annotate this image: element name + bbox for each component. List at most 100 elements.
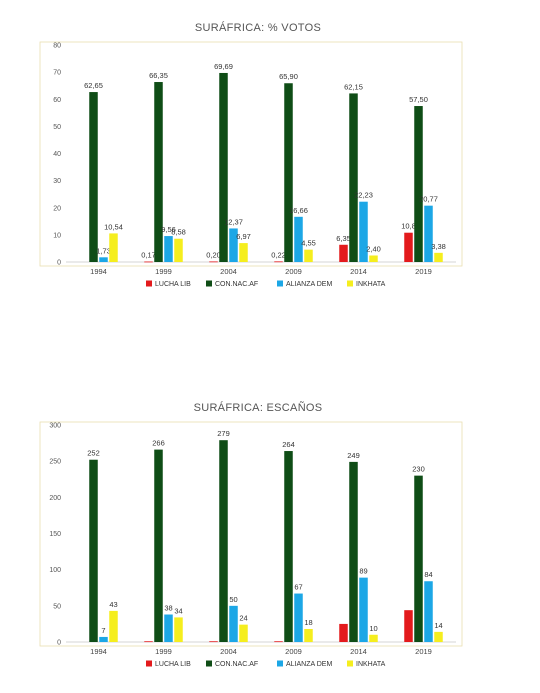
votes-data-label: 2,40 [366,244,381,253]
votes-y-tick-label: 10 [53,232,61,239]
seats-data-label: 50 [229,595,237,604]
seats-data-label: 264 [282,440,295,449]
votes-data-label: 12,37 [224,217,243,226]
seats-y-tick-label: 150 [49,531,61,538]
votes-data-label: 8,58 [171,228,186,237]
votes-y-tick-label: 50 [53,124,61,131]
votes-bar-alianza-dem-2014 [359,201,368,262]
votes-y-tick-label: 60 [53,97,61,104]
votes-data-label: 65,90 [279,72,298,81]
seats-bar-alianza-dem-1994 [99,636,108,642]
seats-bar-alianza-dem-2014 [359,577,368,642]
seats-bar-alianza-dem-2019 [424,581,433,642]
seats-data-label: 14 [434,621,442,630]
votes-data-label: 62,65 [84,81,103,90]
votes-data-label: 4,55 [301,239,316,248]
seats-data-label: 252 [87,449,100,458]
votes-x-tick-label: 2019 [415,267,432,276]
seats-legend-label: INKHATA [356,661,386,668]
votes-x-tick-label: 2014 [350,267,367,276]
seats-x-tick-label: 2019 [415,647,432,656]
seats-y-tick-label: 250 [49,459,61,466]
votes-bar-inkhata-2004 [239,243,248,262]
votes-data-label: 57,50 [409,95,428,104]
seats-data-label: 38 [164,604,172,613]
seats-bar-lucha-lib-1999 [144,641,153,643]
seats-data-label: 67 [294,583,302,592]
seats-bar-inkhata-1994 [109,610,118,642]
votes-x-tick-label: 1999 [155,267,172,276]
votes-data-label: 0,17 [141,251,156,260]
seats-legend-swatch [347,660,353,667]
seats-x-tick-label: 2009 [285,647,302,656]
seats-y-tick-label: 200 [49,495,61,502]
votes-y-tick-label: 30 [53,178,61,185]
votes-bar-con-nac-af-1994 [89,92,98,262]
votes-chart: SURÁFRICA: % VOTOS 0 10 20 30 40 50 60 70 80 62,65… [0,0,540,300]
seats-bar-inkhata-2004 [239,624,248,642]
seats-legend-swatch [277,660,283,667]
votes-bar-con-nac-af-2014 [349,93,358,262]
votes-y-tick-label: 70 [53,70,61,77]
seats-bar-lucha-lib-2004 [209,641,218,643]
votes-bar-lucha-lib-2014 [339,244,348,262]
votes-bar-con-nac-af-2004 [219,72,228,262]
seats-bar-con-nac-af-1994 [89,459,98,642]
seats-legend-label: ALIANZA DEM [286,661,332,668]
votes-legend-swatch [146,280,152,287]
seats-x-tick-label: 1994 [90,647,107,656]
seats-data-label: 249 [347,451,360,460]
seats-legend-label: CON.NAC.AF [215,661,258,668]
seats-data-label: 230 [412,465,425,474]
votes-legend-label: INKHATA [356,281,386,288]
seats-bar-alianza-dem-1999 [164,614,173,642]
votes-data-label: 6,35 [336,234,351,243]
votes-bar-alianza-dem-2009 [294,216,303,262]
votes-bar-inkhata-2014 [369,255,378,262]
votes-y-tick-label: 40 [53,151,61,158]
votes-chart-svg: SURÁFRICA: % VOTOS 0 10 20 30 40 50 60 70 80 62,65… [39,21,463,288]
votes-data-label: 3,38 [431,242,446,251]
seats-x-tick-label: 2004 [220,647,237,656]
seats-chart-svg: SURÁFRICA: ESCAÑOS 0 50 100 150 200 250 300 252 7… [39,401,463,668]
votes-data-label: 0,20 [206,250,221,259]
votes-x-tick-label: 2009 [285,267,302,276]
votes-data-label: 20,77 [419,195,438,204]
votes-bar-lucha-lib-2004 [209,261,218,263]
seats-data-label: 18 [304,618,312,627]
seats-bar-lucha-lib-2019 [404,610,413,642]
votes-bar-lucha-lib-2009 [274,261,283,263]
seats-bar-con-nac-af-2019 [414,475,423,642]
votes-bar-inkhata-2009 [304,249,313,262]
seats-bar-inkhata-2019 [434,631,443,642]
votes-legend-swatch [347,280,353,287]
votes-data-label: 10,54 [104,222,123,231]
seats-data-label: 7 [101,626,105,635]
votes-y-tick-label: 20 [53,205,61,212]
votes-data-label: 9,56 [161,225,176,234]
seats-plot-frame [39,421,463,647]
seats-bar-con-nac-af-2009 [284,451,293,642]
seats-data-label: 266 [152,439,165,448]
seats-bar-con-nac-af-2004 [219,440,228,642]
votes-x-tick-label: 2004 [220,267,237,276]
seats-chart: SURÁFRICA: ESCAÑOS 0 50 100 150 200 250 300 252 7… [0,380,540,680]
votes-bar-inkhata-2019 [434,252,443,262]
seats-x-tick-label: 2014 [350,647,367,656]
votes-bar-inkhata-1994 [109,233,118,262]
seats-bar-alianza-dem-2004 [229,605,238,642]
votes-legend-swatch [277,280,283,287]
votes-y-tick-label: 80 [53,43,61,50]
seats-y-tick-label: 50 [53,603,61,610]
votes-plot-frame [39,41,463,267]
seats-bar-alianza-dem-2009 [294,593,303,642]
seats-data-label: 34 [174,606,182,615]
seats-data-label: 89 [359,567,367,576]
votes-bar-alianza-dem-1994 [99,257,108,262]
votes-title: SURÁFRICA: % VOTOS [195,21,321,34]
seats-title: SURÁFRICA: ESCAÑOS [194,401,323,414]
seats-legend-swatch [146,660,152,667]
votes-legend-label: CON.NAC.AF [215,281,258,288]
seats-x-tick-label: 1999 [155,647,172,656]
votes-x-tick-label: 1994 [90,267,107,276]
